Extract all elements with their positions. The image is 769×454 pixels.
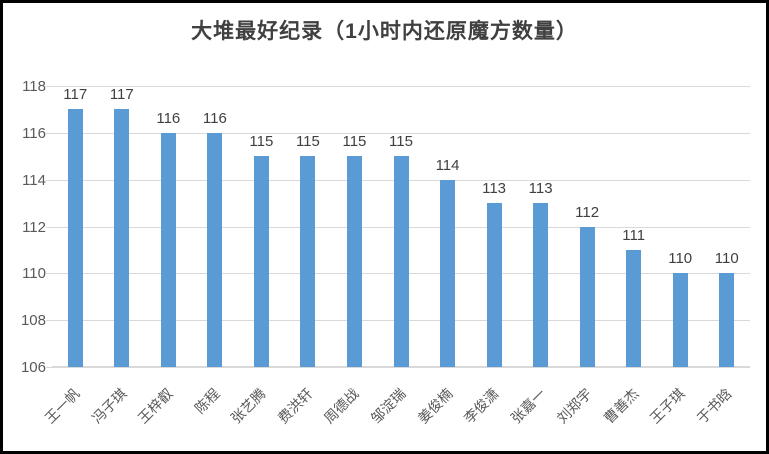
y-axis-label: 106 [20, 359, 46, 376]
bar [300, 156, 316, 367]
y-axis-tick [46, 179, 52, 181]
bar-value-label: 114 [435, 156, 460, 174]
gridline [52, 132, 750, 134]
bar [440, 179, 456, 367]
bar-value-label: 115 [295, 133, 320, 151]
bar [67, 109, 83, 367]
y-axis-tick [46, 320, 52, 322]
chart-title: 大堆最好纪录（1小时内还原魔方数量） [191, 20, 578, 43]
y-axis-tick [46, 367, 52, 368]
bar [626, 249, 642, 367]
bar-value-label: 117 [63, 86, 88, 104]
bar [672, 273, 688, 367]
bar-value-label: 116 [202, 109, 227, 127]
bar [486, 203, 502, 367]
bar-value-label: 115 [249, 133, 274, 151]
y-axis-label: 112 [22, 218, 46, 236]
y-axis-label: 116 [22, 124, 46, 142]
y-axis-label: 118 [22, 78, 46, 95]
bar-value-label: 110 [714, 250, 739, 268]
bar-value-label: 112 [575, 203, 600, 221]
bar-value-label: 113 [528, 180, 553, 198]
y-axis-label: 114 [22, 171, 46, 189]
bar [114, 109, 130, 367]
bar [346, 156, 362, 367]
gridline [52, 86, 750, 87]
bar-value-label: 117 [109, 86, 134, 104]
x-axis-line [52, 366, 750, 368]
y-axis-tick [46, 273, 52, 275]
bar-value-label: 113 [482, 180, 507, 198]
bar [160, 132, 176, 367]
bar [579, 226, 595, 367]
plot-area: 106 108 110 112 114 116 118 117 王一帆 117 冯子琪 116 王梓叡 1… [3, 3, 766, 451]
bar-value-label: 115 [342, 133, 367, 151]
y-axis-tick [46, 86, 52, 87]
y-axis-tick [46, 132, 52, 134]
bar [253, 156, 269, 367]
bar [393, 156, 409, 367]
bar [719, 273, 735, 367]
bar-value-label: 111 [622, 226, 646, 244]
bar-value-label: 115 [389, 133, 413, 151]
bar [207, 132, 223, 367]
bar-value-label: 110 [668, 250, 693, 268]
bar-value-label: 116 [156, 109, 181, 127]
y-axis-label: 110 [22, 265, 46, 283]
bar [533, 203, 549, 367]
y-axis-tick [46, 226, 52, 228]
y-axis-label: 108 [20, 312, 46, 330]
